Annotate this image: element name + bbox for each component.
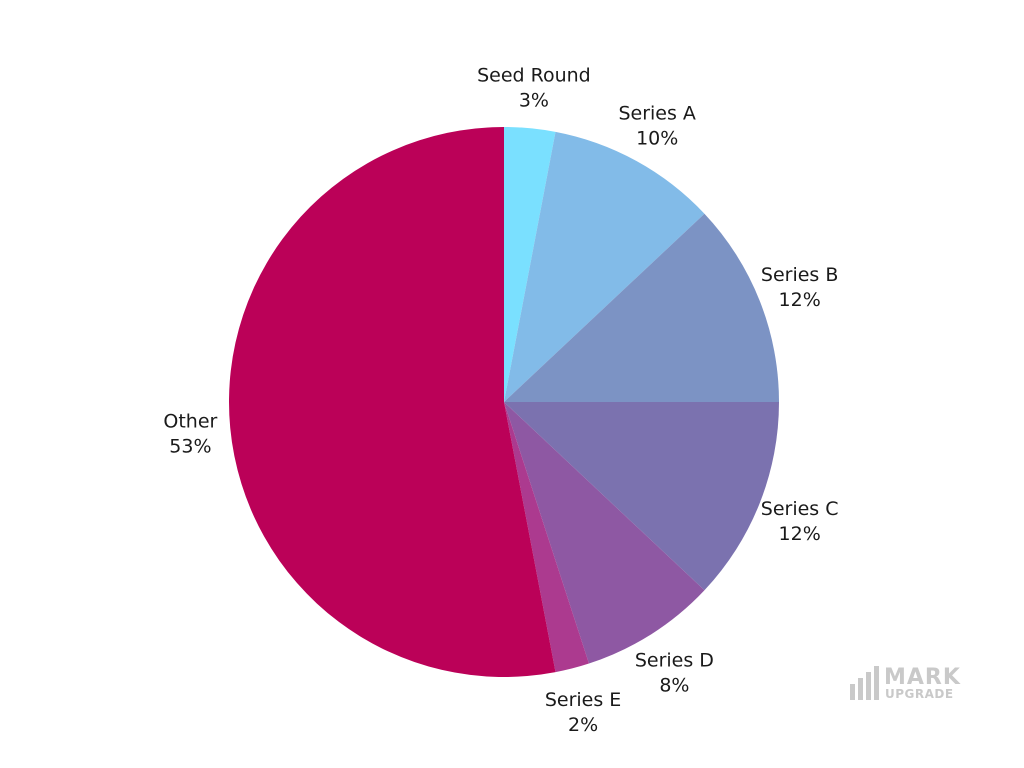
slice-label-percent: 53%: [169, 436, 211, 458]
slice-label-series-d: Series D 8%: [635, 649, 714, 696]
slice-label-percent: 2%: [568, 714, 598, 736]
slice-label-percent: 8%: [659, 674, 689, 696]
slice-label-series-b: Series B 12%: [761, 264, 839, 311]
pie-slice-seed-round: [504, 127, 556, 402]
pie-slices: [228, 127, 779, 677]
slice-label-percent: 10%: [636, 127, 678, 149]
watermark-line1: MARK: [884, 665, 961, 690]
pie-slice-other: [228, 127, 556, 677]
slice-label-series-c: Series C 12%: [761, 498, 839, 545]
slice-label-series-a: Series A 10%: [618, 102, 695, 149]
pie-slice-series-c: [504, 402, 779, 591]
pie-slice-series-e: [504, 402, 589, 673]
slice-label-seed-round: Seed Round 3%: [477, 64, 591, 111]
slice-label-name: Series B: [761, 264, 839, 286]
watermark-logo: MARK UPGRADE: [850, 665, 961, 701]
slice-label-percent: 12%: [779, 289, 821, 311]
slice-label-name: Series C: [761, 498, 839, 520]
slice-label-name: Series E: [545, 689, 621, 711]
slice-label-name: Seed Round: [477, 64, 591, 86]
slice-label-other: Other 53%: [163, 411, 217, 458]
pie-slice-series-d: [504, 402, 705, 664]
watermark-line2: UPGRADE: [885, 687, 954, 701]
slice-label-name: Other: [163, 411, 217, 433]
slice-label-percent: 12%: [779, 523, 821, 545]
slice-label-name: Series D: [635, 649, 714, 671]
pie-slice-series-b: [504, 213, 779, 402]
bar-chart-icon: [850, 666, 879, 700]
pie-slice-series-a: [504, 131, 705, 402]
slice-label-name: Series A: [618, 102, 695, 124]
pie-labels: Seed Round 3%Series A 10%Series B 12%Series…: [163, 64, 838, 736]
slice-label-percent: 3%: [519, 89, 549, 111]
slice-label-series-e: Series E 2%: [545, 689, 621, 736]
